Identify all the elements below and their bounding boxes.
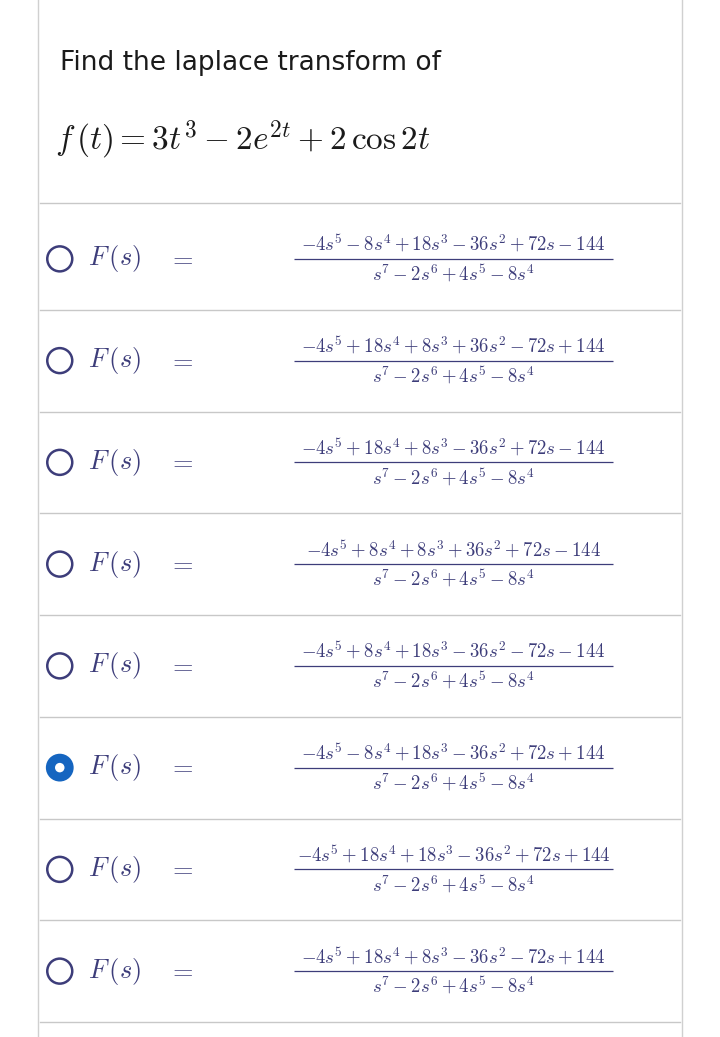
Text: $F\,(s)$: $F\,(s)$: [88, 549, 141, 580]
Text: $-4s^5+8s^4+18s^3-36s^2-72s-144$: $-4s^5+8s^4+18s^3-36s^2-72s-144$: [302, 640, 606, 662]
Text: $-4s^5-8s^4+18s^3-36s^2+72s-144$: $-4s^5-8s^4+18s^3-36s^2+72s-144$: [302, 233, 606, 255]
Text: $=$: $=$: [168, 857, 194, 882]
Text: $=$: $=$: [168, 246, 194, 272]
Text: $s^7-2s^6+4s^5-8s^4$: $s^7-2s^6+4s^5-8s^4$: [372, 772, 535, 793]
Text: $-4s^5+18s^4+8s^3-36s^2+72s-144$: $-4s^5+18s^4+8s^3-36s^2+72s-144$: [302, 437, 606, 458]
Circle shape: [48, 755, 72, 780]
Text: $f\,(t) = 3t^3 - 2e^{2t} + 2\,\mathrm{cos}\,2t$: $f\,(t) = 3t^3 - 2e^{2t} + 2\,\mathrm{co…: [55, 118, 431, 161]
Text: $s^7-2s^6+4s^5-8s^4$: $s^7-2s^6+4s^5-8s^4$: [372, 467, 535, 488]
Text: $F\,(s)$: $F\,(s)$: [88, 956, 141, 986]
Text: $=$: $=$: [168, 551, 194, 578]
Text: $=$: $=$: [168, 958, 194, 984]
Text: $-4s^5+18s^4+8s^3-36s^2-72s+144$: $-4s^5+18s^4+8s^3-36s^2-72s+144$: [302, 946, 606, 968]
Text: $=$: $=$: [168, 653, 194, 679]
Text: $s^7-2s^6+4s^5-8s^4$: $s^7-2s^6+4s^5-8s^4$: [372, 568, 535, 590]
Text: $F\,(s)$: $F\,(s)$: [88, 752, 141, 783]
Text: $s^7-2s^6+4s^5-8s^4$: $s^7-2s^6+4s^5-8s^4$: [372, 365, 535, 387]
Text: $F\,(s)$: $F\,(s)$: [88, 345, 141, 376]
Text: $s^7-2s^6+4s^5-8s^4$: $s^7-2s^6+4s^5-8s^4$: [372, 873, 535, 895]
Text: $-4s^5-8s^4+18s^3-36s^2+72s+144$: $-4s^5-8s^4+18s^3-36s^2+72s+144$: [302, 741, 606, 763]
Text: $-4s^5+18s^4+18s^3-36s^2+72s+144$: $-4s^5+18s^4+18s^3-36s^2+72s+144$: [297, 843, 611, 865]
Text: $s^7-2s^6+4s^5-8s^4$: $s^7-2s^6+4s^5-8s^4$: [372, 975, 535, 997]
Text: $-4s^5+8s^4+8s^3+36s^2+72s-144$: $-4s^5+8s^4+8s^3+36s^2+72s-144$: [306, 538, 601, 560]
Text: $-4s^5+18s^4+8s^3+36s^2-72s+144$: $-4s^5+18s^4+8s^3+36s^2-72s+144$: [302, 335, 606, 357]
Text: $F\,(s)$: $F\,(s)$: [88, 244, 141, 275]
Text: $=$: $=$: [168, 347, 194, 373]
Text: Find the laplace transform of: Find the laplace transform of: [60, 50, 441, 76]
Text: $F\,(s)$: $F\,(s)$: [88, 853, 141, 885]
Text: $s^7-2s^6+4s^5-8s^4$: $s^7-2s^6+4s^5-8s^4$: [372, 670, 535, 692]
Circle shape: [55, 763, 65, 773]
Text: $s^7-2s^6+4s^5-8s^4$: $s^7-2s^6+4s^5-8s^4$: [372, 262, 535, 285]
Text: $=$: $=$: [168, 755, 194, 781]
Text: $=$: $=$: [168, 449, 194, 475]
Text: $F\,(s)$: $F\,(s)$: [88, 650, 141, 681]
Text: $F\,(s)$: $F\,(s)$: [88, 447, 141, 478]
